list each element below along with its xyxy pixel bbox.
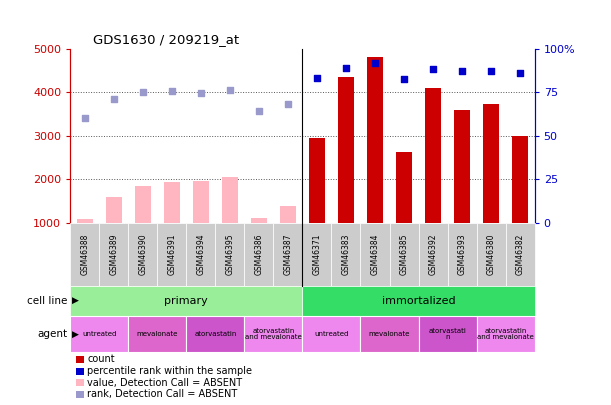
Text: GSM46394: GSM46394 bbox=[196, 233, 205, 275]
Text: mevalonate: mevalonate bbox=[137, 331, 178, 337]
Bar bbox=[164, 182, 180, 223]
Text: GSM46390: GSM46390 bbox=[138, 233, 147, 275]
Text: GSM46395: GSM46395 bbox=[225, 233, 235, 275]
Point bbox=[109, 96, 119, 102]
Bar bbox=[222, 177, 238, 223]
Text: rank, Detection Call = ABSENT: rank, Detection Call = ABSENT bbox=[87, 390, 238, 399]
Text: GSM46383: GSM46383 bbox=[342, 233, 351, 275]
Text: immortalized: immortalized bbox=[382, 296, 455, 306]
Point bbox=[457, 68, 467, 75]
Text: GSM46380: GSM46380 bbox=[486, 233, 496, 275]
Bar bbox=[106, 198, 122, 223]
Text: GSM46387: GSM46387 bbox=[284, 233, 293, 275]
Bar bbox=[280, 206, 296, 223]
Text: GSM46393: GSM46393 bbox=[458, 233, 467, 275]
Point bbox=[254, 108, 264, 115]
Point bbox=[80, 115, 90, 122]
Text: GDS1630 / 209219_at: GDS1630 / 209219_at bbox=[93, 33, 240, 46]
Point bbox=[486, 68, 496, 75]
Bar bbox=[367, 58, 383, 223]
Text: GSM46389: GSM46389 bbox=[109, 233, 119, 275]
Text: GSM46385: GSM46385 bbox=[400, 233, 409, 275]
Text: count: count bbox=[87, 354, 115, 364]
Text: mevalonate: mevalonate bbox=[369, 331, 410, 337]
Text: GSM46384: GSM46384 bbox=[370, 233, 379, 275]
Text: agent: agent bbox=[37, 329, 67, 339]
Bar bbox=[396, 152, 412, 223]
Bar bbox=[309, 138, 325, 223]
Text: atorvastatin
and mevalonate: atorvastatin and mevalonate bbox=[477, 328, 534, 340]
Bar bbox=[512, 136, 528, 223]
Text: percentile rank within the sample: percentile rank within the sample bbox=[87, 366, 252, 376]
Point bbox=[283, 101, 293, 108]
Text: atorvastatin
and mevalonate: atorvastatin and mevalonate bbox=[245, 328, 302, 340]
Text: ▶: ▶ bbox=[71, 330, 78, 339]
Bar bbox=[454, 111, 470, 223]
Text: atorvastati
n: atorvastati n bbox=[429, 328, 466, 340]
Text: cell line: cell line bbox=[27, 296, 67, 306]
Text: GSM46371: GSM46371 bbox=[312, 233, 321, 275]
Bar bbox=[251, 217, 267, 223]
Point bbox=[225, 87, 235, 93]
Text: atorvastatin: atorvastatin bbox=[194, 331, 236, 337]
Text: GSM46388: GSM46388 bbox=[80, 233, 89, 275]
Point bbox=[196, 90, 206, 96]
Point bbox=[428, 65, 438, 72]
Text: GSM46382: GSM46382 bbox=[516, 233, 525, 275]
Bar bbox=[193, 181, 209, 223]
Text: primary: primary bbox=[164, 296, 208, 306]
Point bbox=[399, 76, 409, 82]
Text: value, Detection Call = ABSENT: value, Detection Call = ABSENT bbox=[87, 378, 243, 388]
Bar bbox=[425, 88, 441, 223]
Point bbox=[138, 88, 148, 95]
Bar bbox=[135, 186, 151, 223]
Text: untreated: untreated bbox=[82, 331, 117, 337]
Point bbox=[515, 70, 525, 76]
Point bbox=[312, 75, 322, 81]
Text: GSM46392: GSM46392 bbox=[428, 233, 437, 275]
Text: GSM46391: GSM46391 bbox=[167, 233, 177, 275]
Point bbox=[370, 59, 380, 66]
Bar bbox=[338, 77, 354, 223]
Text: untreated: untreated bbox=[314, 331, 349, 337]
Text: ▶: ▶ bbox=[71, 296, 78, 305]
Point bbox=[167, 88, 177, 94]
Bar bbox=[77, 219, 93, 223]
Text: GSM46386: GSM46386 bbox=[254, 233, 263, 275]
Point bbox=[341, 64, 351, 71]
Bar bbox=[483, 104, 499, 223]
